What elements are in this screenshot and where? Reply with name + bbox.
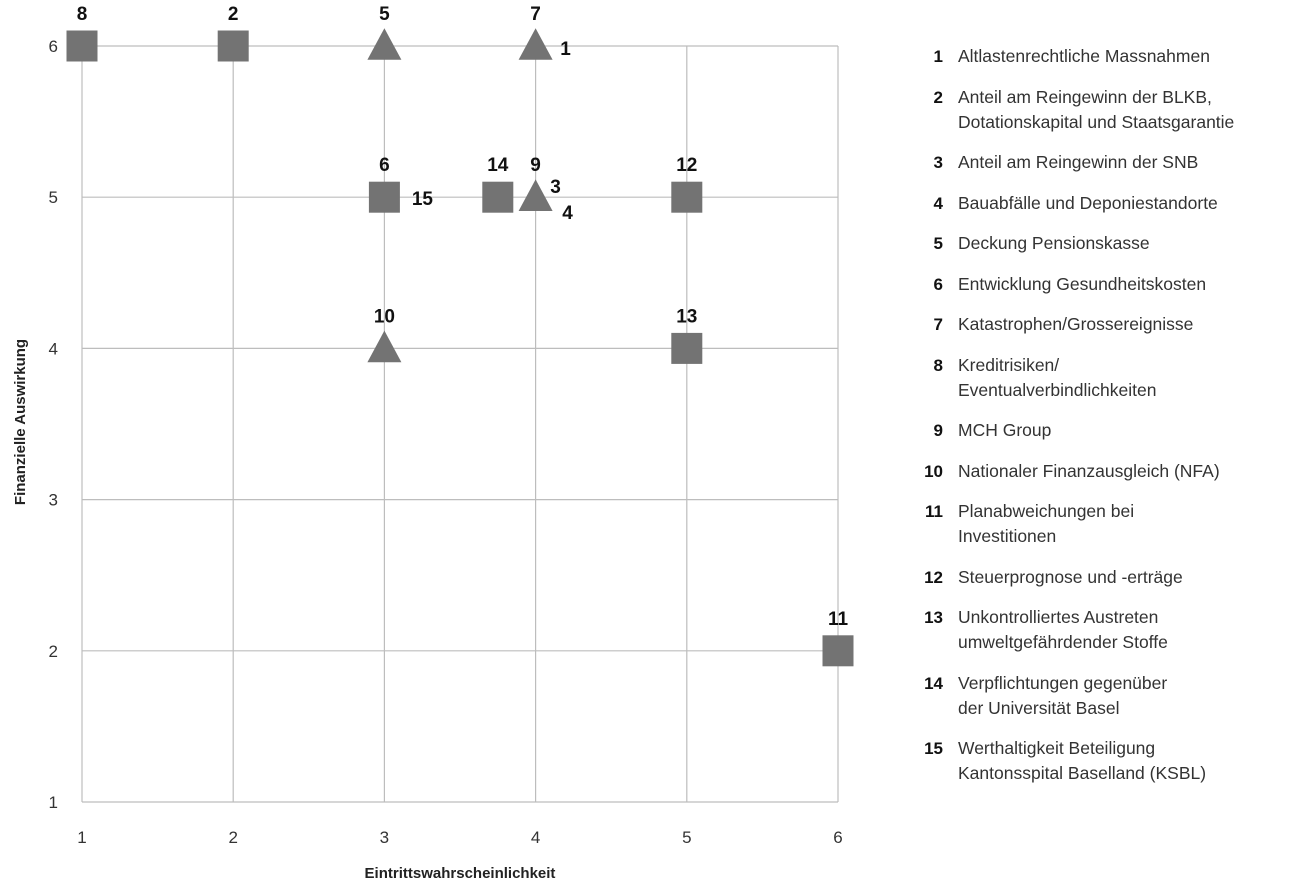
legend-text: Kreditrisiken/ Eventualverbindlichkeiten (958, 354, 1157, 400)
legend-number: 8 (933, 355, 943, 375)
y-tick-label: 6 (49, 37, 58, 56)
x-tick-label: 4 (531, 828, 540, 847)
point-label-4: 4 (562, 203, 573, 224)
data-point-square-12 (671, 181, 703, 213)
legend-item: 13 Unkontrolliertes Austreten umweltgefäh… (918, 605, 1298, 655)
data-point-square-14 (482, 181, 514, 213)
data-point-triangle-9 (518, 179, 553, 211)
point-label-11: 11 (828, 609, 849, 630)
legend-item: 10 Nationaler Finanzausgleich (NFA) (918, 459, 1298, 484)
y-tick-label: 1 (49, 793, 58, 812)
legend-item: 7 Katastrophen/Grossereignisse (918, 312, 1298, 337)
x-tick-label: 5 (682, 828, 691, 847)
data-point-triangle-5 (367, 28, 402, 60)
x-tick-label: 1 (77, 828, 86, 847)
legend-item: 1 Altlastenrechtliche Massnahmen (918, 44, 1298, 69)
legend-item: 15 Werthaltigkeit Beteiligung Kantonsspit… (918, 736, 1298, 786)
legend-item: 4 Bauabfälle und Deponiestandorte (918, 191, 1298, 216)
point-label-2: 2 (228, 4, 239, 25)
legend-number: 6 (933, 274, 943, 294)
legend-text: Bauabfälle und Deponiestandorte (958, 192, 1218, 213)
legend-number: 13 (924, 608, 943, 627)
point-label-13: 13 (676, 306, 697, 327)
point-label-5: 5 (379, 4, 390, 25)
legend-number: 10 (924, 461, 943, 481)
legend-text: Planabweichungen bei Investitionen (958, 501, 1135, 546)
legend-number: 12 (924, 567, 943, 587)
legend-text: Verpflichtungen gegenüber der Universitä… (958, 672, 1168, 718)
point-label-9: 9 (530, 155, 541, 176)
legend-text: Anteil am Reingewinn der SNB (958, 152, 1199, 172)
legend-text: Katastrophen/Grossereignisse (958, 314, 1194, 334)
data-point-triangle-10 (367, 330, 402, 363)
point-label-6: 6 (379, 155, 390, 176)
legend-text: Nationaler Finanzausgleich (NFA) (958, 460, 1220, 481)
legend-number: 14 (924, 673, 943, 693)
point-label-14: 14 (487, 155, 509, 176)
legend-number: 3 (933, 153, 943, 172)
point-label-1: 1 (560, 39, 571, 60)
legend-number: 4 (933, 193, 943, 213)
legend-number: 1 (933, 47, 943, 66)
y-axis-title: Finanzielle Auswirkung (12, 339, 29, 505)
point-label-8: 8 (77, 4, 88, 25)
legend-number: 11 (925, 502, 943, 521)
legend-item: 8 Kreditrisiken/ Eventualverbindlichkeite… (918, 353, 1298, 403)
data-point-square-6 (368, 181, 400, 213)
legend-text: MCH Group (958, 420, 1052, 440)
legend-text: Deckung Pensionskasse (958, 233, 1150, 253)
data-point-square-11 (822, 635, 854, 667)
legend-item: 6 Entwicklung Gesundheitskosten (918, 272, 1298, 297)
legend-text: Steuerprognose und -erträge (958, 566, 1183, 587)
legend-number: 9 (933, 421, 943, 440)
legend-text: Entwicklung Gesundheitskosten (958, 273, 1207, 294)
point-label-15: 15 (412, 189, 434, 210)
data-point-square-13 (671, 332, 703, 364)
point-label-10: 10 (374, 306, 395, 327)
point-label-12: 12 (676, 155, 697, 176)
x-axis-title: Eintrittswahrscheinlichkeit (365, 865, 556, 882)
legend: 1 Altlastenrechtliche Massnahmen 2 Anteil a… (918, 44, 1298, 802)
legend-number: 15 (924, 739, 943, 758)
legend-text: Anteil am Reingewinn der BLKB, Dotations… (958, 86, 1235, 132)
legend-item: 14 Verpflichtungen gegenüber der Universi… (918, 671, 1298, 721)
legend-item: 9 MCH Group (918, 418, 1298, 443)
x-tick-label: 3 (380, 828, 389, 847)
legend-item: 2 Anteil am Reingewinn der BLKB, Dotation… (918, 85, 1298, 135)
chart-grid (81, 45, 839, 803)
data-point-triangle-7 (518, 28, 553, 60)
legend-text: Unkontrolliertes Austreten umweltgefährd… (958, 607, 1168, 652)
data-markers (66, 28, 854, 667)
y-tick-label: 4 (49, 339, 58, 358)
point-label-7: 7 (530, 4, 541, 25)
legend-number: 5 (933, 234, 943, 253)
legend-item: 12 Steuerprognose und -erträge (918, 565, 1298, 590)
legend-number: 2 (933, 87, 943, 107)
legend-number: 7 (933, 315, 943, 334)
point-label-3: 3 (550, 177, 561, 198)
legend-text: Werthaltigkeit Beteiligung Kantonsspital… (958, 738, 1207, 783)
data-point-square-8 (66, 30, 98, 62)
x-tick-label: 2 (228, 828, 237, 847)
legend-text: Altlastenrechtliche Massnahmen (958, 46, 1210, 66)
y-tick-label: 3 (49, 491, 58, 510)
y-tick-label: 5 (49, 188, 58, 207)
legend-item: 3 Anteil am Reingewinn der SNB (918, 150, 1298, 175)
legend-item: 5 Deckung Pensionskasse (918, 231, 1298, 256)
x-tick-label: 6 (833, 828, 842, 847)
data-point-square-2 (217, 30, 249, 62)
legend-item: 11 Planabweichungen bei Investitionen (918, 499, 1298, 549)
y-tick-label: 2 (49, 642, 58, 661)
